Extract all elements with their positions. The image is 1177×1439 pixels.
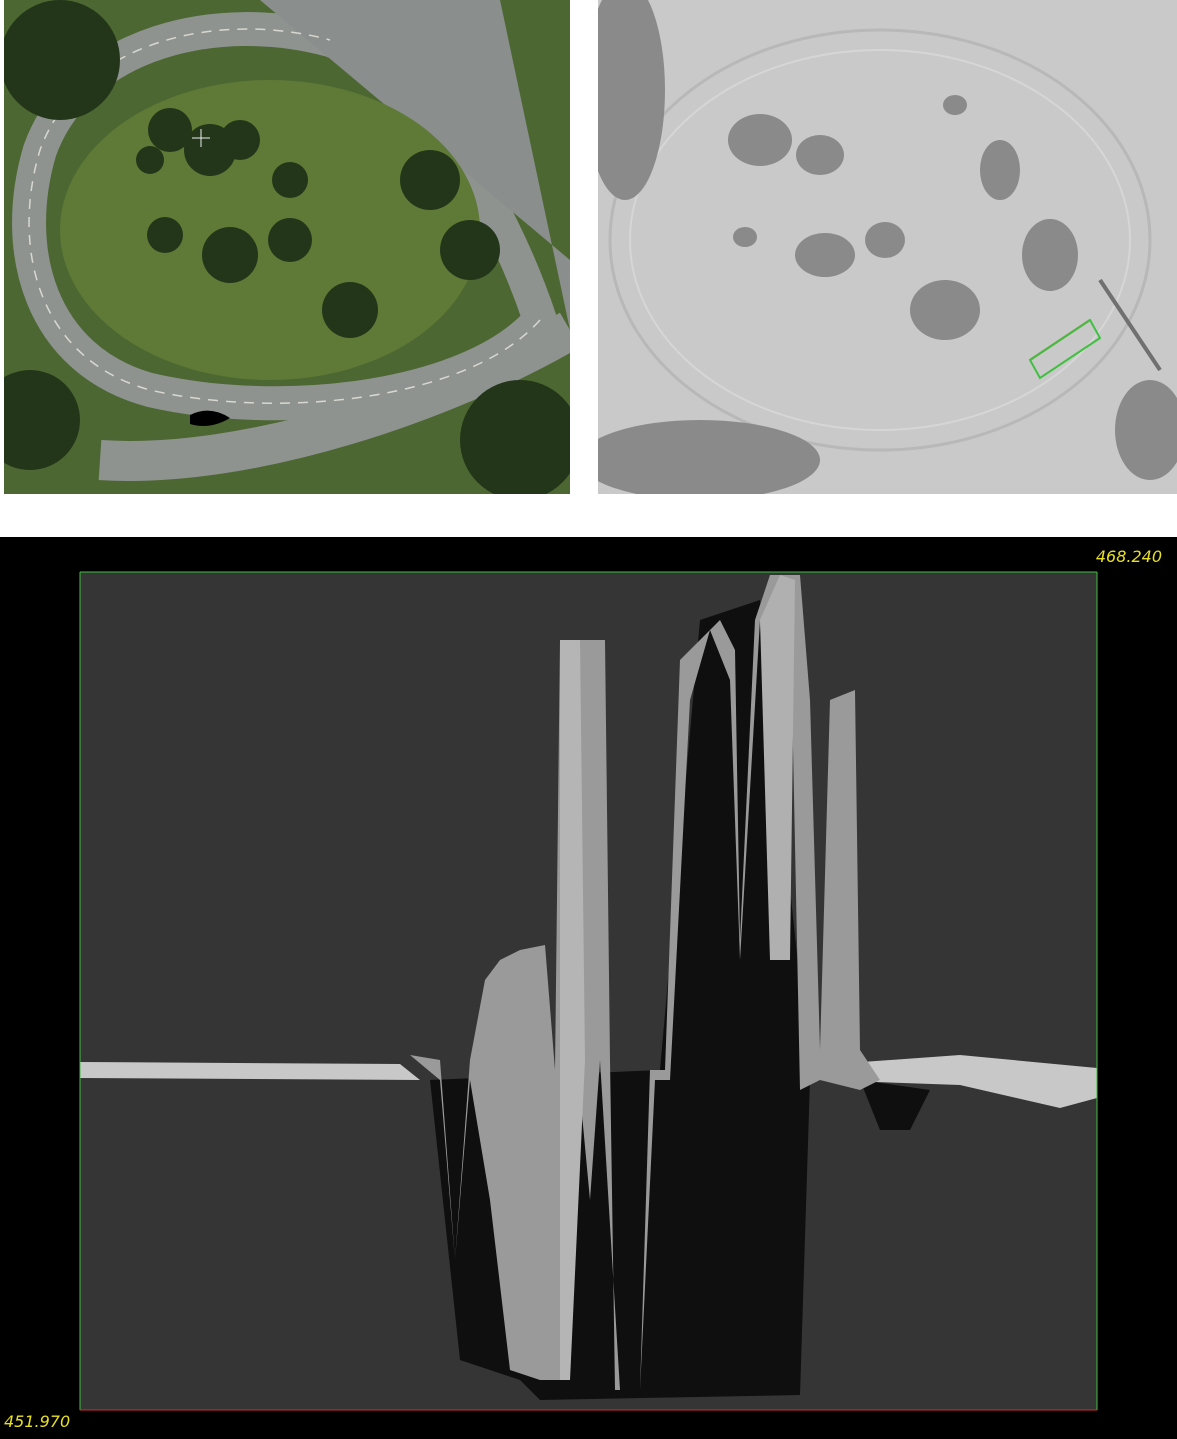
hillshade-image (598, 0, 1177, 494)
min-label: 451.970 (4, 1412, 70, 1431)
profile-surface (80, 575, 1097, 1400)
aerial-image (4, 0, 570, 494)
max-label: 468.240 (1096, 547, 1162, 566)
